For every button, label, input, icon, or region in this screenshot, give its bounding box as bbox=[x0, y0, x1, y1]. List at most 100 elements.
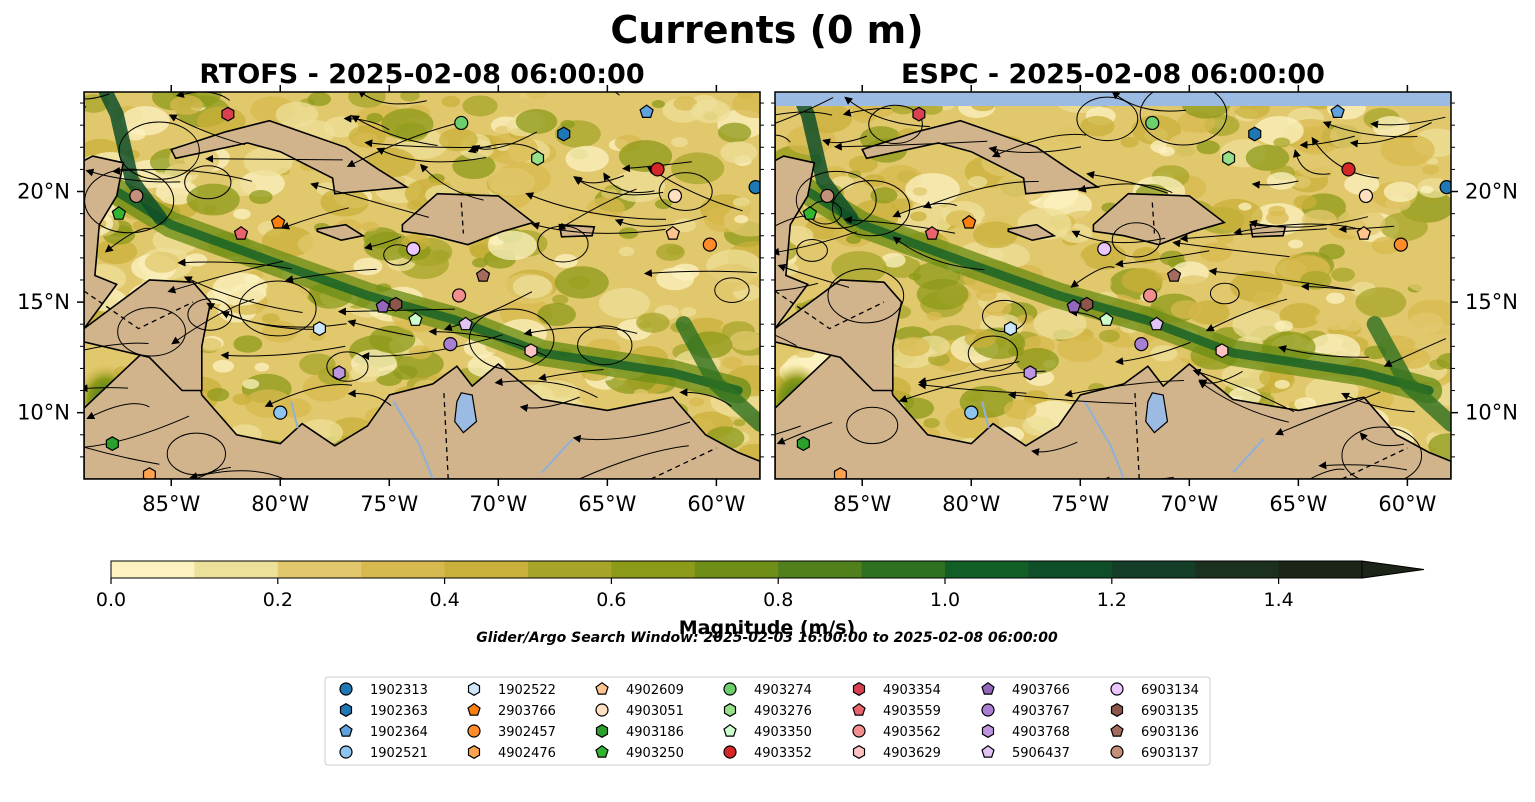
land bbox=[84, 92, 125, 479]
legend-label: 5906437 bbox=[1012, 746, 1070, 761]
legend-label: 1902522 bbox=[498, 683, 556, 698]
legend-marker bbox=[1110, 703, 1124, 717]
float-4902476 bbox=[833, 467, 847, 479]
x-tick-label: 75°W bbox=[1051, 492, 1109, 516]
x-tick-label: 75°W bbox=[360, 492, 418, 516]
colorbar-tick-label: 1.2 bbox=[1097, 589, 1127, 611]
legend-marker bbox=[852, 682, 866, 696]
lake-maracaibo bbox=[454, 392, 478, 434]
panel-frame bbox=[774, 91, 1452, 480]
float-1902521 bbox=[964, 405, 979, 420]
float-3902457 bbox=[1393, 237, 1408, 252]
legend-label: 4903768 bbox=[1012, 725, 1070, 740]
float-4903250 bbox=[111, 206, 127, 220]
legend-item: 1902521 bbox=[339, 745, 428, 761]
float-4903559 bbox=[924, 225, 940, 240]
legend-marker bbox=[852, 702, 866, 716]
float-2903766 bbox=[270, 214, 286, 229]
colorbar-segment bbox=[361, 561, 446, 578]
legend-item: 1902364 bbox=[339, 723, 428, 740]
float-4903767 bbox=[1134, 337, 1149, 352]
float-6903136 bbox=[475, 267, 491, 282]
float-4903250 bbox=[802, 206, 818, 220]
float-4903629 bbox=[524, 343, 538, 359]
panel-title: ESPC - 2025-02-08 06:00:00 bbox=[901, 59, 1325, 90]
colorbar-segment bbox=[111, 561, 195, 578]
figure-title: Currents (0 m) bbox=[610, 8, 923, 52]
colorbar-segment bbox=[694, 561, 779, 578]
float-4903274 bbox=[454, 115, 469, 131]
float-1902364 bbox=[1330, 104, 1345, 119]
x-tick-label: 65°W bbox=[578, 492, 636, 516]
x-tick-label: 60°W bbox=[687, 492, 745, 516]
colorbar-tick-label: 1.4 bbox=[1263, 589, 1293, 611]
legend-item: 2903766 bbox=[467, 702, 556, 719]
colorbar-tick-label: 0.8 bbox=[763, 589, 793, 611]
legend-item: 6903135 bbox=[1110, 703, 1199, 719]
legend-item: 4902609 bbox=[595, 681, 684, 698]
legend-item: 4903250 bbox=[595, 744, 684, 761]
panel-frame bbox=[83, 91, 761, 480]
lake-maracaibo bbox=[1145, 392, 1169, 434]
legend-label: 4903186 bbox=[626, 725, 684, 740]
legend-label: 4903250 bbox=[626, 746, 684, 761]
legend-item: 4903274 bbox=[723, 682, 812, 698]
float-4903766 bbox=[1066, 298, 1081, 313]
legend-item: 4903767 bbox=[981, 703, 1070, 719]
legend-label: 2903766 bbox=[498, 704, 556, 719]
legend-label: 6903135 bbox=[1141, 704, 1199, 719]
legend-marker bbox=[981, 744, 995, 758]
legend-item: 1902363 bbox=[339, 703, 428, 719]
legend-item: 3902457 bbox=[467, 724, 556, 740]
panel-title: RTOFS - 2025-02-08 06:00:00 bbox=[199, 59, 644, 90]
legend-label: 4903559 bbox=[883, 704, 941, 719]
y-tick-label: 10°N bbox=[17, 401, 70, 425]
legend-marker bbox=[723, 703, 737, 717]
streamlines bbox=[775, 92, 1447, 479]
colorbar-segment bbox=[1278, 561, 1363, 578]
legend-marker bbox=[1110, 745, 1124, 759]
float-1902363 bbox=[557, 126, 571, 142]
legend-item: 6903137 bbox=[1110, 745, 1199, 761]
float-4903186 bbox=[105, 436, 119, 452]
legend-label: 4903276 bbox=[754, 704, 812, 719]
legend-marker bbox=[339, 703, 353, 717]
colorbar-segment bbox=[861, 561, 946, 578]
legend-marker bbox=[467, 724, 481, 738]
legend-item: 1902313 bbox=[339, 682, 428, 698]
colorbar-tick-label: 0.2 bbox=[263, 589, 293, 611]
legend-label: 6903137 bbox=[1141, 746, 1199, 761]
legend-label: 4902609 bbox=[626, 683, 684, 698]
legend-marker bbox=[981, 681, 995, 695]
x-tick-label: 70°W bbox=[469, 492, 527, 516]
map-panels: RTOFS - 2025-02-08 06:00:00 85°W 80°W 75°W 7… bbox=[17, 59, 1518, 516]
float-4902609 bbox=[1356, 225, 1372, 240]
land bbox=[1092, 192, 1226, 246]
legend-marker bbox=[467, 702, 481, 716]
float-4903768 bbox=[332, 365, 346, 381]
float-4903051 bbox=[667, 188, 683, 204]
land bbox=[775, 279, 903, 392]
legend-label: 1902363 bbox=[370, 704, 428, 719]
legend-label: 6903136 bbox=[1141, 725, 1199, 740]
float-4903352 bbox=[1341, 162, 1356, 177]
legend-marker bbox=[339, 682, 353, 696]
float-1902522 bbox=[313, 321, 326, 337]
legend-item: 6903136 bbox=[1110, 723, 1199, 740]
float-4903051 bbox=[1358, 188, 1374, 204]
search-window-text: Glider/Argo Search Window: 2025-02-03 16… bbox=[476, 630, 1058, 646]
legend-label: 6903134 bbox=[1141, 683, 1199, 698]
float-3902457 bbox=[702, 237, 717, 252]
legend-label: 1902364 bbox=[370, 725, 428, 740]
legend-label: 4903274 bbox=[754, 683, 812, 698]
colorbar-segment bbox=[444, 561, 529, 578]
float-4903766 bbox=[375, 298, 390, 313]
float-4903186 bbox=[796, 436, 810, 452]
legend-marker bbox=[723, 682, 737, 696]
legend-item: 1902522 bbox=[467, 682, 556, 698]
y-tick-label: 20°N bbox=[17, 180, 70, 204]
legend-marker bbox=[595, 681, 609, 695]
colorbar-tick-label: 0.6 bbox=[596, 589, 626, 611]
colorbar-tick-label: 0.0 bbox=[96, 589, 126, 611]
